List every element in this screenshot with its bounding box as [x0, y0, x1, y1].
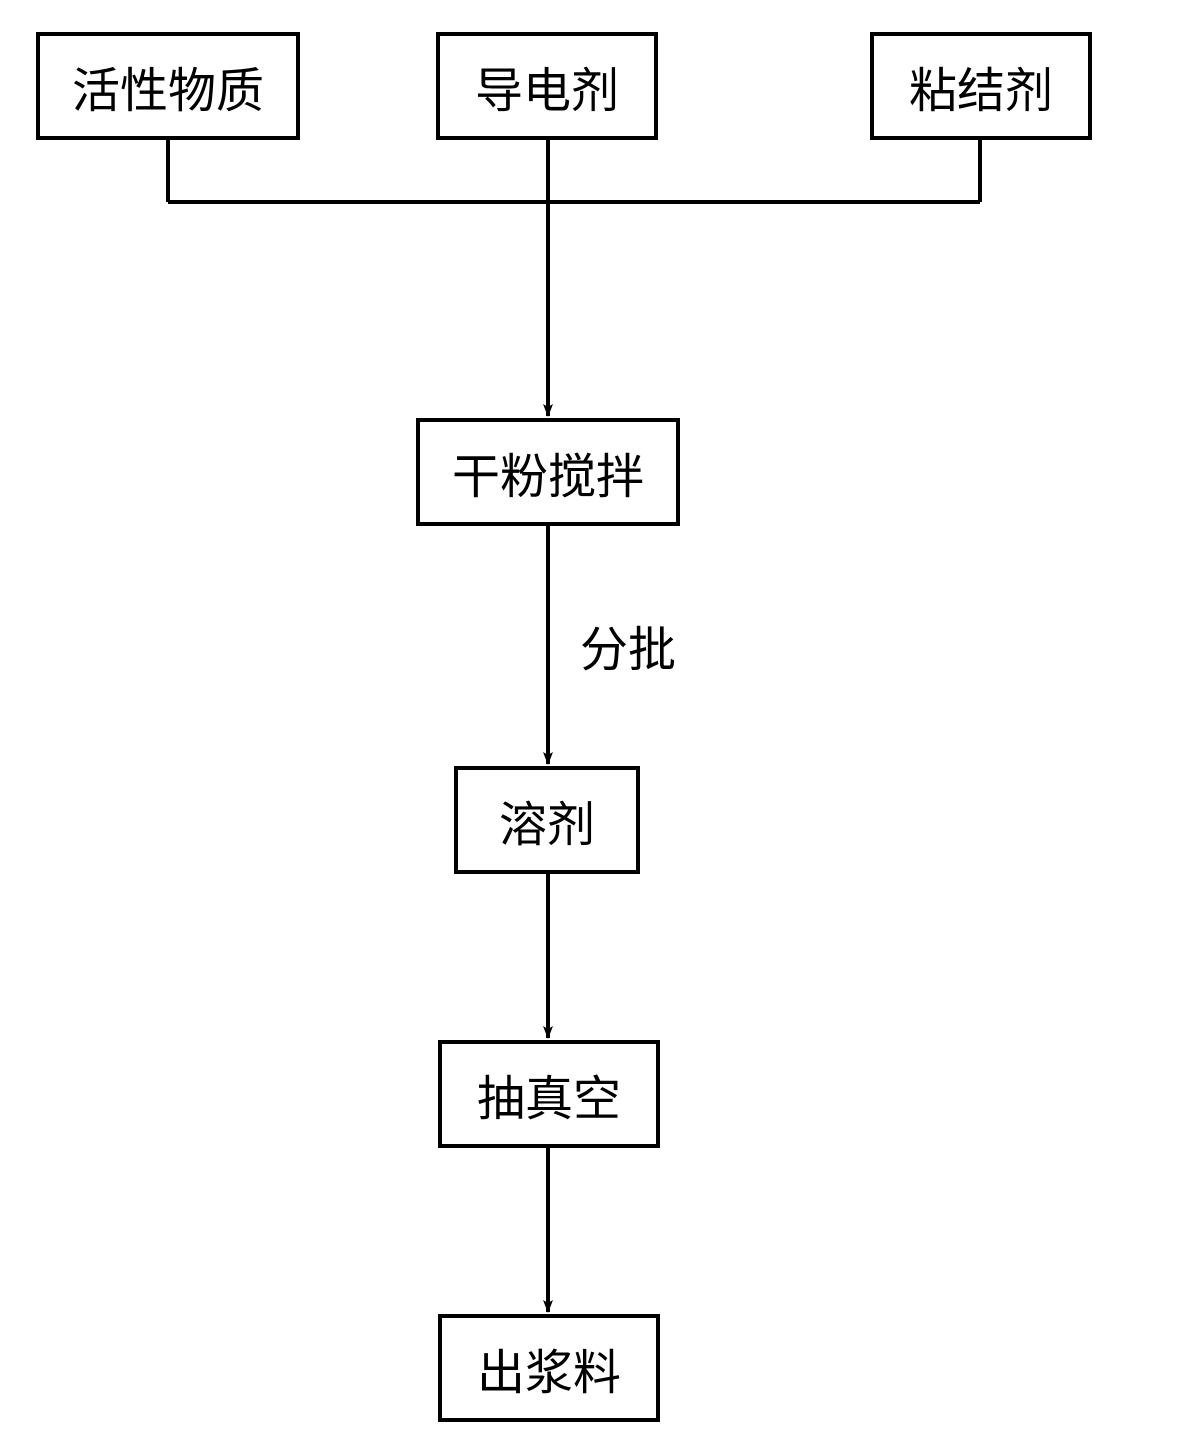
node-solvent: 溶剂 [454, 766, 640, 874]
node-label: 出浆料 [477, 1333, 621, 1403]
flowchart-arrows [0, 0, 1188, 1440]
flowchart-container: 活性物质 导电剂 粘结剂 干粉搅拌 分批 溶剂 抽真空 出浆料 [0, 0, 1188, 1440]
node-label: 导电剂 [475, 51, 619, 121]
edge-label-text: 分批 [580, 624, 676, 677]
node-label: 粘结剂 [909, 51, 1053, 121]
node-active-material: 活性物质 [36, 32, 300, 140]
node-binder: 粘结剂 [870, 32, 1092, 140]
node-label: 干粉搅拌 [452, 437, 644, 507]
node-dry-powder-mixing: 干粉搅拌 [416, 418, 680, 526]
node-vacuum: 抽真空 [438, 1040, 660, 1148]
node-label: 抽真空 [477, 1059, 621, 1129]
node-label: 活性物质 [72, 51, 264, 121]
node-conductive-agent: 导电剂 [436, 32, 658, 140]
node-slurry-output: 出浆料 [438, 1314, 660, 1422]
edge-label-batch: 分批 [580, 610, 676, 680]
node-label: 溶剂 [499, 785, 595, 855]
